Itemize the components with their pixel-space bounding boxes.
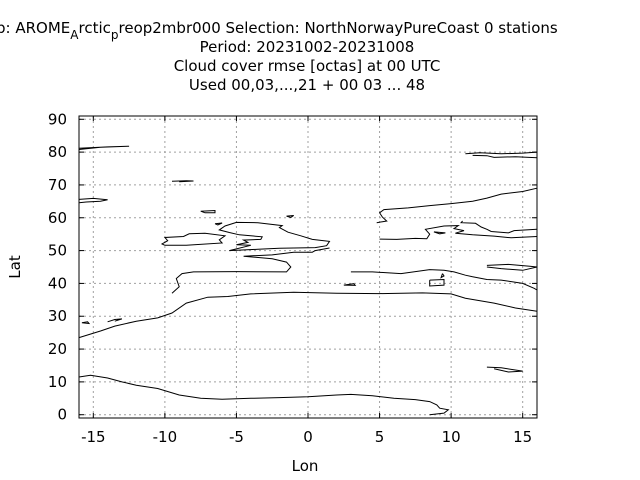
- coastline-2: [78, 374, 450, 416]
- x-tick-label: -10: [153, 428, 178, 446]
- coastline-13: [171, 180, 194, 183]
- coastline-21: [343, 283, 357, 286]
- x-tick-label: -5: [229, 428, 244, 446]
- y-tick-label: 10: [48, 373, 67, 391]
- coastline-17: [486, 366, 523, 373]
- x-axis-label: Lon: [292, 457, 319, 475]
- coastline-9: [460, 220, 538, 234]
- coastline-15: [81, 321, 91, 325]
- y-tick-label: 70: [48, 176, 67, 194]
- y-tick-label: 50: [48, 242, 67, 260]
- x-tick-label: 5: [375, 428, 385, 446]
- coastline-18: [486, 263, 538, 271]
- coastline-10: [78, 145, 130, 150]
- coastline-7: [379, 225, 538, 240]
- coastline-12: [78, 197, 108, 204]
- y-tick-label: 90: [48, 110, 67, 128]
- coastline-19: [429, 278, 445, 287]
- x-tick-label: 10: [442, 428, 461, 446]
- coastline-16: [107, 318, 123, 323]
- coastline-23: [286, 215, 294, 218]
- axis-ticks: -15 -10 -5 0 5 10 15 0 10 20 30 40 50 60 70 80 90: [48, 110, 537, 446]
- coastline-24: [433, 231, 446, 235]
- y-tick-label: 40: [48, 274, 67, 292]
- title-line-1: p: AROMEArcticpreop2mbr000 Selection: No…: [0, 19, 558, 42]
- y-tick-label: 80: [48, 143, 67, 161]
- coastline-8: [376, 187, 538, 224]
- x-tick-label: -15: [81, 428, 106, 446]
- grid: [79, 116, 537, 418]
- y-tick-label: 0: [57, 406, 67, 424]
- y-tick-label: 20: [48, 340, 67, 358]
- coastline-1: [78, 291, 538, 339]
- y-axis-label: Lat: [6, 255, 24, 279]
- title-metric: Cloud cover rmse [octas] at 00 UTC: [174, 57, 441, 75]
- x-tick-label: 15: [513, 428, 532, 446]
- coastline-6: [160, 232, 227, 246]
- coastline-5: [218, 221, 331, 252]
- coastline-11: [465, 151, 538, 159]
- title-used: Used 00,03,...,21 + 00 03 ... 48: [189, 76, 425, 94]
- title-period: Period: 20231002-20231008: [200, 38, 415, 56]
- coastline-14: [200, 209, 216, 214]
- coastline-22: [214, 222, 223, 226]
- y-tick-label: 60: [48, 209, 67, 227]
- coastline-series: [78, 145, 538, 416]
- chart-title: p: AROMEArcticpreop2mbr000 Selection: No…: [0, 19, 558, 94]
- y-tick-label: 30: [48, 307, 67, 325]
- coastline-4: [350, 269, 538, 291]
- coastline-3: [171, 247, 330, 294]
- x-tick-label: 0: [303, 428, 313, 446]
- coastline-20: [440, 273, 445, 279]
